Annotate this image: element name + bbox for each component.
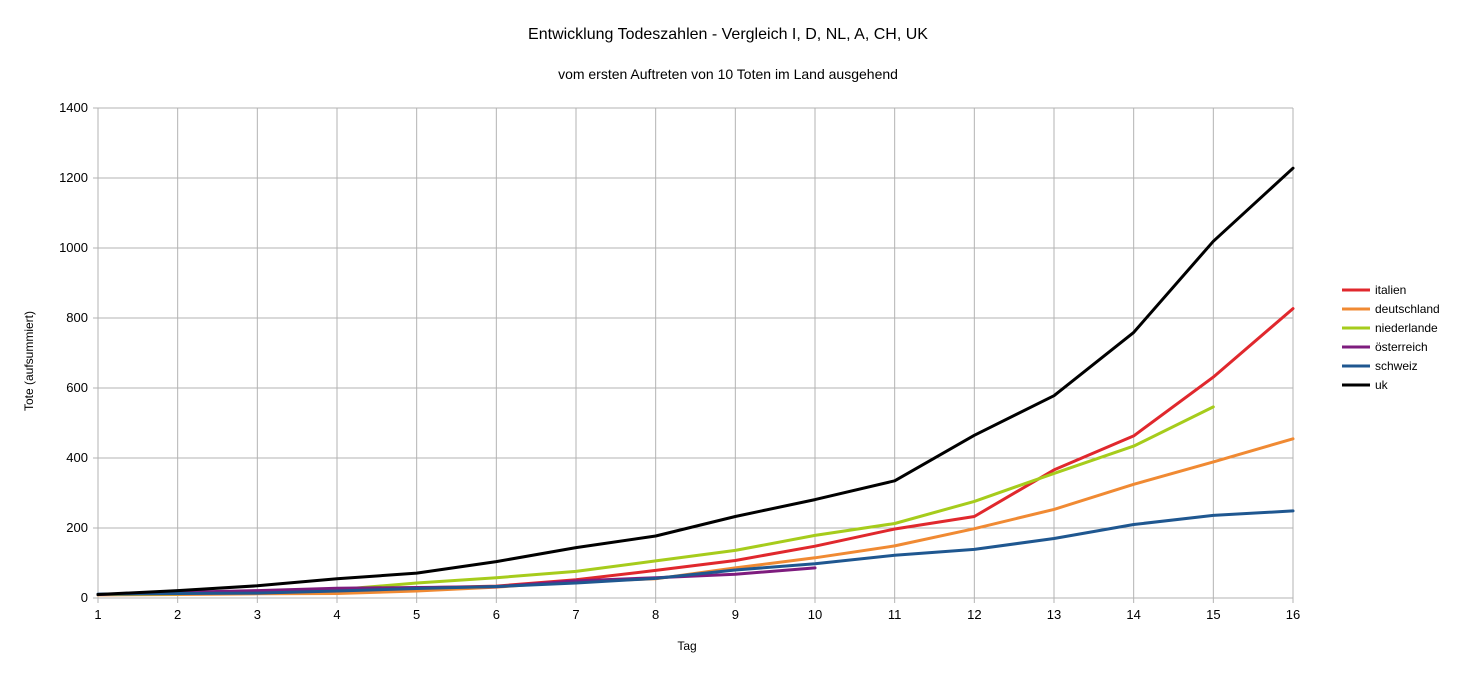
x-tick-label: 3 (254, 607, 261, 622)
x-tick-label: 15 (1206, 607, 1220, 622)
chart-grid (97, 107, 1294, 599)
x-tick-label: 9 (732, 607, 739, 622)
x-tick-label: 7 (572, 607, 579, 622)
x-tick-label: 8 (652, 607, 659, 622)
x-tick-label: 16 (1286, 607, 1300, 622)
x-tick-label: 6 (493, 607, 500, 622)
series-line-schweiz (96, 509, 1295, 596)
chart-title: Entwicklung Todeszahlen - Vergleich I, D… (528, 26, 928, 43)
legend-label-italien: italien (1375, 283, 1406, 297)
y-axis-ticks: 0 200 400 600 800 1000 1200 1400 (59, 100, 98, 605)
x-tick-label: 10 (808, 607, 822, 622)
series-line-deutschland (96, 437, 1295, 597)
x-tick-label: 2 (174, 607, 181, 622)
y-tick-label: 1400 (59, 100, 88, 115)
legend-label-uk: uk (1375, 378, 1389, 392)
x-tick-label: 12 (967, 607, 981, 622)
y-tick-label: 800 (66, 310, 88, 325)
y-tick-label: 600 (66, 380, 88, 395)
x-tick-label: 11 (888, 607, 902, 622)
legend-label-deutschland: deutschland (1375, 302, 1440, 316)
y-axis-label: Tote (aufsummiert) (22, 311, 36, 411)
legend-label-österreich: österreich (1375, 340, 1428, 354)
x-tick-label: 4 (333, 607, 340, 622)
x-tick-label: 14 (1126, 607, 1140, 622)
chart-subtitle: vom ersten Auftreten von 10 Toten im Lan… (558, 66, 898, 82)
x-tick-label: 5 (413, 607, 420, 622)
legend-label-niederlande: niederlande (1375, 321, 1438, 335)
legend-label-schweiz: schweiz (1375, 359, 1418, 373)
plot-area (97, 108, 1293, 599)
series-lines (96, 166, 1295, 597)
y-tick-label: 1200 (59, 170, 88, 185)
x-tick-label: 13 (1047, 607, 1061, 622)
x-axis-label: Tag (677, 639, 696, 653)
y-tick-label: 0 (81, 590, 88, 605)
series-line-uk (96, 166, 1295, 596)
y-tick-label: 400 (66, 450, 88, 465)
x-tick-label: 1 (94, 607, 101, 622)
chart-legend: italien deutschland niederlande österreich s… (1342, 283, 1440, 392)
x-axis-ticks: 1 2 3 4 5 6 7 8 9 10 11 12 13 14 15 16 (94, 598, 1300, 622)
y-tick-label: 1000 (59, 240, 88, 255)
y-tick-label: 200 (66, 520, 88, 535)
